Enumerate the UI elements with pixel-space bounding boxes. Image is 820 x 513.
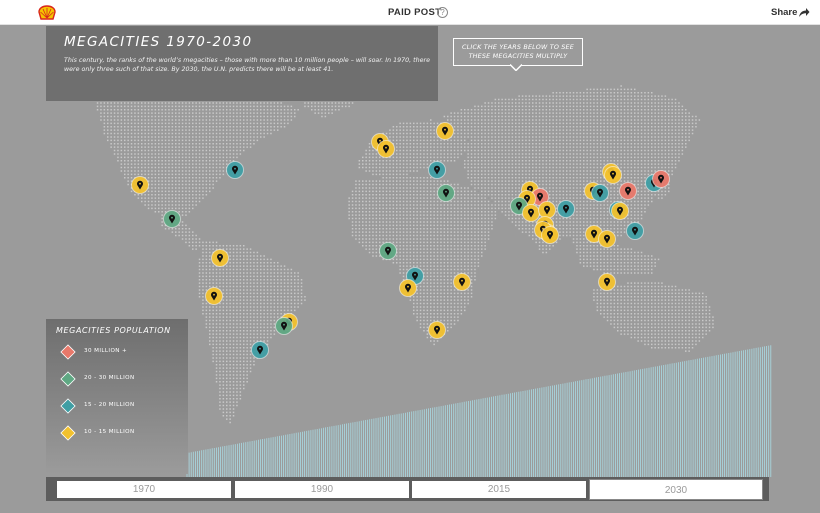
city-marker-yellow[interactable] <box>453 273 471 291</box>
shell-logo-icon[interactable] <box>38 5 56 20</box>
location-pin-icon <box>412 271 418 281</box>
location-pin-icon <box>405 283 411 293</box>
legend-title: MEGACITIES POPULATION <box>56 326 171 335</box>
city-marker-red[interactable] <box>652 170 670 188</box>
intro-text: This century, the ranks of the world’s m… <box>64 57 430 74</box>
location-pin-icon <box>232 165 238 175</box>
city-marker-yellow[interactable] <box>604 166 622 184</box>
year-selector: 1970 1990 2015 2030 <box>46 477 769 501</box>
city-marker-yellow[interactable] <box>211 249 229 267</box>
location-pin-icon <box>527 185 533 195</box>
instruction-callout: CLICK THE YEARS BELOW TO SEE THESE MEGAC… <box>453 38 583 66</box>
location-pin-icon <box>591 229 597 239</box>
city-marker-yellow[interactable] <box>428 321 446 339</box>
city-marker-yellow[interactable] <box>205 287 223 305</box>
city-marker-yellow[interactable] <box>377 140 395 158</box>
year-button-2030[interactable]: 2030 <box>589 479 763 500</box>
location-pin-icon <box>604 277 610 287</box>
city-marker-green[interactable] <box>437 184 455 202</box>
location-pin-icon <box>434 165 440 175</box>
location-pin-icon <box>385 246 392 256</box>
city-marker-yellow[interactable] <box>611 202 629 220</box>
share-button[interactable]: Share <box>771 7 798 18</box>
year-button-2015[interactable]: 2015 <box>412 481 586 498</box>
location-pin-icon <box>516 201 522 211</box>
location-pin-icon <box>441 126 448 136</box>
population-ramp <box>186 345 772 477</box>
callout-pointer-icon <box>510 64 522 71</box>
share-arrow-icon[interactable] <box>798 7 810 18</box>
location-pin-icon <box>383 144 390 154</box>
location-pin-icon <box>616 206 624 216</box>
top-bar: PAID POST ? Share <box>0 0 820 25</box>
city-marker-yellow[interactable] <box>538 201 556 219</box>
location-pin-icon <box>210 291 217 301</box>
legend-yellow-diamond-icon <box>60 425 76 441</box>
location-pin-icon <box>544 205 550 215</box>
city-marker-teal[interactable] <box>226 161 244 179</box>
legend-red-diamond-icon <box>60 344 76 360</box>
legend-teal-diamond-icon <box>60 398 76 414</box>
city-marker-teal[interactable] <box>557 200 575 218</box>
legend-label: 30 MILLION + <box>84 348 128 354</box>
legend-item-30-plus: 30 MILLION + <box>60 344 188 360</box>
city-marker-green[interactable] <box>379 242 397 260</box>
location-pin-icon <box>443 188 449 198</box>
legend-item-10-15: 10 - 15 MILLION <box>60 425 188 441</box>
city-marker-yellow[interactable] <box>522 204 540 222</box>
location-pin-icon <box>547 230 553 240</box>
location-pin-icon <box>168 214 175 224</box>
location-pin-icon <box>459 277 465 287</box>
city-marker-teal[interactable] <box>251 341 269 359</box>
map-dot-pattern <box>96 78 714 424</box>
location-pin-icon <box>281 321 287 331</box>
location-pin-icon <box>137 180 143 190</box>
legend-label: 10 - 15 MILLION <box>84 429 135 435</box>
location-pin-icon <box>597 188 603 198</box>
location-pin-icon <box>257 345 263 355</box>
world-map <box>96 78 772 477</box>
location-pin-icon <box>563 204 570 214</box>
city-markers <box>131 122 670 359</box>
location-pin-icon <box>610 170 616 180</box>
city-marker-teal[interactable] <box>626 222 644 240</box>
legend-label: 20 - 30 MILLION <box>84 375 135 381</box>
year-button-1990[interactable]: 1990 <box>235 481 409 498</box>
city-marker-yellow[interactable] <box>436 122 454 140</box>
help-icon[interactable]: ? <box>437 7 448 18</box>
location-pin-icon <box>377 137 383 147</box>
city-marker-yellow[interactable] <box>541 226 559 244</box>
city-marker-yellow[interactable] <box>598 230 616 248</box>
location-pin-icon <box>625 186 631 196</box>
megacities-map-stage: MEGACITIES 1970-2030 This century, the r… <box>0 25 820 513</box>
population-bars <box>186 345 772 477</box>
city-marker-teal[interactable] <box>591 184 609 202</box>
legend-item-20-30: 20 - 30 MILLION <box>60 371 188 387</box>
city-marker-yellow[interactable] <box>399 279 417 297</box>
city-marker-green[interactable] <box>163 210 181 228</box>
location-pin-icon <box>631 226 638 236</box>
land-dots <box>96 78 714 424</box>
legend-panel: MEGACITIES POPULATION 30 MILLION + 20 - … <box>46 319 188 474</box>
city-marker-yellow[interactable] <box>598 273 616 291</box>
location-pin-icon <box>528 208 534 218</box>
location-pin-icon <box>524 194 530 204</box>
page-title: MEGACITIES 1970-2030 <box>64 34 253 50</box>
location-pin-icon <box>537 192 543 202</box>
location-pin-icon <box>604 234 610 244</box>
city-marker-teal[interactable] <box>428 161 446 179</box>
city-marker-red[interactable] <box>619 182 637 200</box>
legend-item-15-20: 15 - 20 MILLION <box>60 398 188 414</box>
city-marker-yellow[interactable] <box>131 176 149 194</box>
location-pin-icon <box>217 253 223 263</box>
city-marker-green[interactable] <box>275 317 293 335</box>
paid-post-label: PAID POST <box>388 7 442 18</box>
location-pin-icon <box>658 174 664 184</box>
title-panel: MEGACITIES 1970-2030 This century, the r… <box>46 26 438 101</box>
location-pin-icon <box>434 325 440 335</box>
legend-label: 15 - 20 MILLION <box>84 402 135 408</box>
legend-green-diamond-icon <box>60 371 76 387</box>
year-button-1970[interactable]: 1970 <box>57 481 231 498</box>
